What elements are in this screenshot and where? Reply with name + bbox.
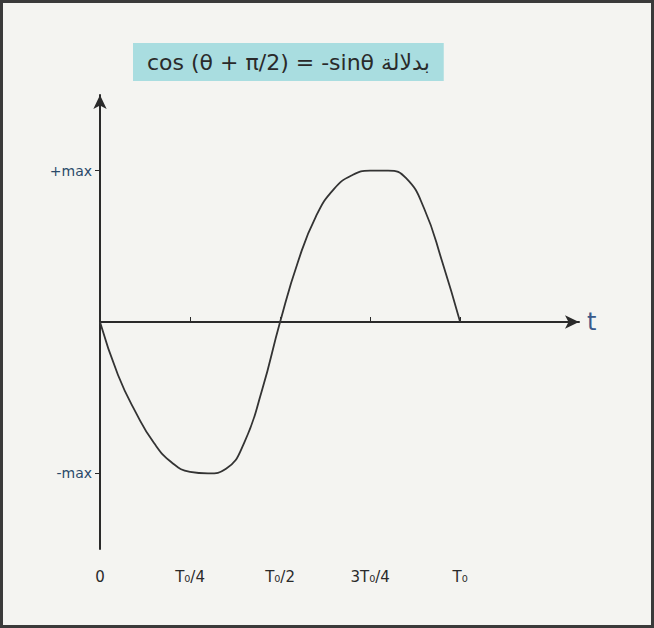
svg-text:+max: +max: [50, 163, 92, 179]
svg-text:t: t: [587, 308, 596, 336]
svg-text:T₀/4: T₀/4: [174, 568, 205, 586]
svg-text:cos (θ + π/2) = -sinθ بدلالة: cos (θ + π/2) = -sinθ بدلالة: [147, 50, 430, 75]
svg-text:-max: -max: [56, 465, 92, 481]
svg-text:T₀: T₀: [452, 568, 468, 586]
svg-text:0: 0: [95, 568, 105, 586]
svg-text:3T₀/4: 3T₀/4: [350, 568, 389, 586]
svg-text:T₀/2: T₀/2: [264, 568, 295, 586]
